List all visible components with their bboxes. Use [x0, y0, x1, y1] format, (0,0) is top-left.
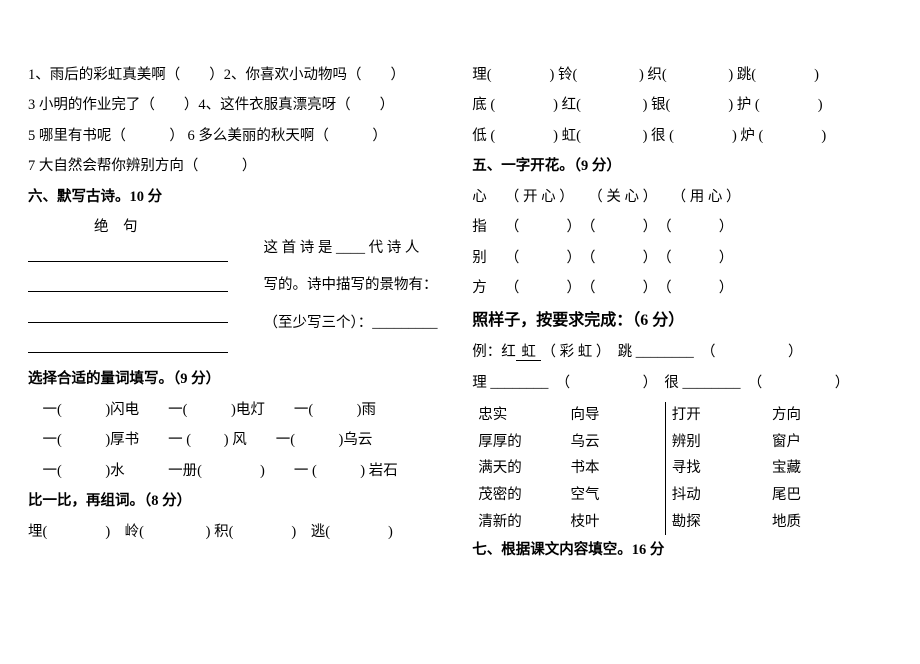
poem-desc-1: 这 首 诗 是 ____ 代 诗 人 — [264, 230, 457, 268]
example-underline: 虹 — [516, 344, 542, 361]
sentence-line-4: 7 大自然会帮你辨别方向（ ） — [28, 151, 456, 181]
measure-line-3: 一( )水 一册( ) 一 ( ) 岩石 — [28, 456, 456, 486]
table-cell: 厚厚的 — [472, 429, 564, 456]
table-cell: 枝叶 — [565, 509, 666, 536]
example-prefix: 例：红 — [472, 344, 516, 360]
table-row: 清新的枝叶勘探地质 — [472, 509, 892, 536]
compare-line-1: 埋( ) 岭( ) 积( ) 逃( ) — [28, 517, 456, 547]
measure-line-1: 一( )闪电 一( )电灯 一( )雨 — [28, 395, 456, 425]
sentence-line-1: 1、雨后的彩虹真美啊（ ）2、你喜欢小动物吗（ ） — [28, 60, 456, 90]
table-cell: 满天的 — [472, 455, 564, 482]
table-cell: 空气 — [565, 482, 666, 509]
table-cell: 方向 — [766, 402, 892, 429]
poem-blank-2[interactable] — [28, 278, 228, 292]
table-row: 茂密的空气抖动尾巴 — [472, 482, 892, 509]
example-line-1: 例：红 虹 （ 彩 虹 ） 跳 ________ （ ） — [472, 337, 892, 367]
matching-table: 忠实向导打开方向厚厚的乌云辨别窗户满天的书本寻找宝藏茂密的空气抖动尾巴清新的枝叶… — [472, 402, 892, 535]
measure-line-2: 一( )厚书 一 ( ) 风 一( )乌云 — [28, 425, 456, 455]
flower-bie: 别 （ ） （ ） （ ） — [472, 243, 892, 273]
example-heading: 照样子，按要求完成：（6 分） — [472, 304, 892, 338]
poem-blank-1[interactable] — [28, 248, 228, 262]
table-cell: 宝藏 — [766, 455, 892, 482]
table-cell: 打开 — [665, 402, 766, 429]
table-row: 忠实向导打开方向 — [472, 402, 892, 429]
right-column: 理( ) 铃( ) 织( ) 跳( ) 底 ( ) 红( ) 银( ) 护 ( … — [464, 60, 900, 644]
poem-desc-2: 写的。诗中描写的景物有： — [264, 267, 457, 305]
flower-xin: 心 （ 开 心 ） （ 关 心 ） （ 用 心 ） — [472, 182, 892, 212]
table-cell: 地质 — [766, 509, 892, 536]
sentence-line-2: 3 小明的作业完了（ ）4、这件衣服真漂亮呀（ ） — [28, 90, 456, 120]
table-cell: 辨别 — [665, 429, 766, 456]
table-cell: 寻找 — [665, 455, 766, 482]
table-cell: 乌云 — [565, 429, 666, 456]
poem-title: 绝 句 — [28, 212, 264, 242]
flower-fang: 方 （ ） （ ） （ ） — [472, 273, 892, 303]
section-6-heading: 六、默写古诗。10 分 — [28, 182, 456, 212]
table-row: 厚厚的乌云辨别窗户 — [472, 429, 892, 456]
table-cell: 茂密的 — [472, 482, 564, 509]
measure-heading: 选择合适的量词填写。（9 分） — [28, 364, 456, 394]
word-row-1: 理( ) 铃( ) 织( ) 跳( ) — [472, 60, 892, 90]
table-cell: 向导 — [565, 402, 666, 429]
table-cell: 勘探 — [665, 509, 766, 536]
word-row-3: 低 ( ) 虹( ) 很 ( ) 炉 ( ) — [472, 121, 892, 151]
compare-heading: 比一比，再组词。（8 分） — [28, 486, 456, 516]
table-cell: 书本 — [565, 455, 666, 482]
word-row-2: 底 ( ) 红( ) 银( ) 护 ( ) — [472, 90, 892, 120]
example-suffix: （ 彩 虹 ） 跳 ________ （ ） — [541, 344, 802, 360]
table-cell: 清新的 — [472, 509, 564, 536]
table-cell: 忠实 — [472, 402, 564, 429]
poem-desc-3: （至少写三个）：_________ — [264, 305, 457, 343]
poem-blank-4[interactable] — [28, 339, 228, 353]
left-column: 1、雨后的彩虹真美啊（ ）2、你喜欢小动物吗（ ） 3 小明的作业完了（ ）4、… — [20, 60, 464, 644]
example-line-2: 理 ________ （ ） 很 ________ （ ） — [472, 368, 892, 398]
flower-zhi: 指 （ ） （ ） （ ） — [472, 212, 892, 242]
table-cell: 尾巴 — [766, 482, 892, 509]
sentence-line-3: 5 哪里有书呢（ ） 6 多么美丽的秋天啊（ ） — [28, 121, 456, 151]
section-5-heading: 五、一字开花。（9 分） — [472, 151, 892, 181]
table-row: 满天的书本寻找宝藏 — [472, 455, 892, 482]
table-cell: 抖动 — [665, 482, 766, 509]
poem-blank-3[interactable] — [28, 308, 228, 322]
table-cell: 窗户 — [766, 429, 892, 456]
section-7-heading: 七、根据课文内容填空。16 分 — [472, 535, 892, 565]
